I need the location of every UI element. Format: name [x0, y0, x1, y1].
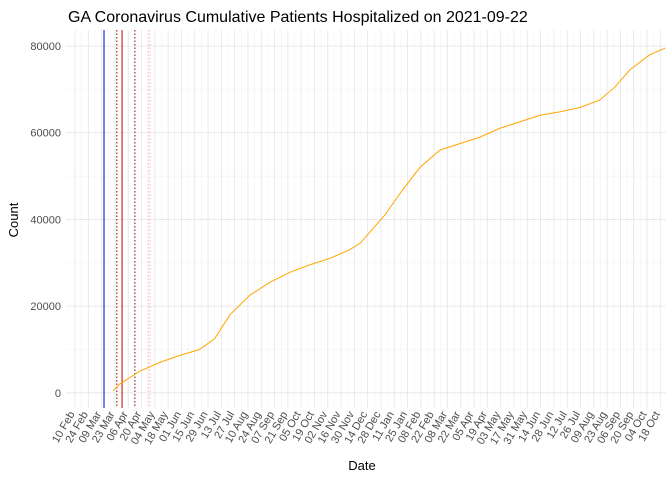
x-axis-label: Date — [348, 458, 375, 473]
y-tick-label: 40000 — [30, 214, 61, 226]
y-axis-label: Count — [6, 202, 21, 237]
chart-title: GA Coronavirus Cumulative Patients Hospi… — [68, 9, 528, 26]
data-line — [112, 47, 666, 392]
y-tick-label: 0 — [55, 388, 61, 400]
y-tick-label: 20000 — [30, 301, 61, 313]
y-tick-label: 80000 — [30, 41, 61, 53]
y-tick-label: 60000 — [30, 128, 61, 140]
